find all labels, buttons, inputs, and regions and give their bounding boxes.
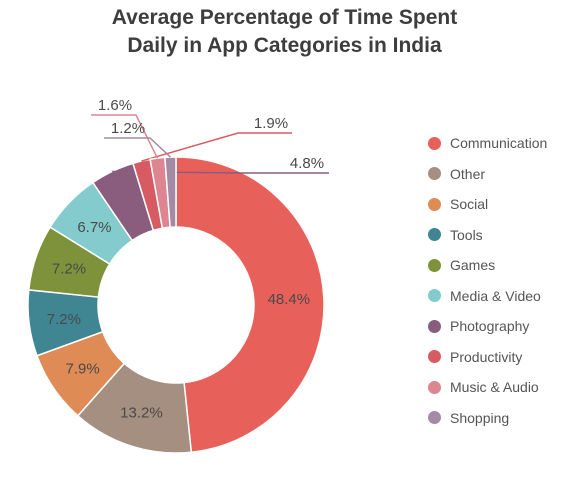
legend-label-social: Social: [450, 196, 489, 213]
data-label-media-video: 6.7%: [77, 219, 111, 236]
legend-swatch-games: [428, 258, 441, 272]
data-label-photography: 4.8%: [290, 155, 324, 172]
legend-label-tools: Tools: [450, 226, 483, 243]
legend-swatch-other: [428, 167, 441, 181]
chart-title-line-1: Average Percentage of Time Spent: [111, 6, 458, 29]
data-label-communication: 48.4%: [268, 291, 311, 308]
legend-item-tools: Tools: [428, 220, 547, 251]
legend-item-communication: Communication: [428, 128, 547, 159]
legend-label-music-audio: Music & Audio: [450, 379, 539, 396]
legend-swatch-tools: [428, 228, 441, 242]
legend-label-photography: Photography: [450, 318, 530, 335]
legend-swatch-photography: [428, 319, 441, 333]
legend-label-games: Games: [450, 257, 496, 274]
legend-item-games: Games: [428, 250, 547, 281]
data-label-shopping: 1.2%: [111, 120, 145, 137]
legend-item-shopping: Shopping: [428, 403, 547, 434]
leader-line-productivity: [141, 132, 292, 162]
data-label-music-audio: 1.6%: [98, 97, 132, 114]
legend-swatch-communication: [428, 136, 441, 150]
data-label-games: 7.2%: [52, 261, 86, 278]
legend-item-productivity: Productivity: [428, 342, 547, 373]
chart-title-line-2: Daily in App Categories in India: [127, 34, 442, 57]
leader-line-music-audio: [91, 114, 159, 159]
legend-swatch-music-audio: [428, 380, 441, 394]
legend-item-music-audio: Music & Audio: [428, 372, 547, 403]
legend-item-social: Social: [428, 189, 547, 220]
legend: Communication Other Social Tools Games Media …: [428, 128, 547, 433]
legend-swatch-productivity: [428, 350, 441, 364]
donut-slice-shopping: [164, 156, 177, 229]
chart-title: Average Percentage of Time Spent Daily i…: [0, 4, 569, 60]
legend-swatch-media-video: [428, 289, 441, 303]
data-label-productivity: 1.9%: [254, 115, 288, 132]
data-label-other: 13.2%: [120, 405, 163, 422]
legend-label-media-video: Media & Video: [450, 287, 541, 304]
legend-item-media-video: Media & Video: [428, 281, 547, 312]
data-label-social: 7.9%: [65, 361, 99, 378]
legend-item-photography: Photography: [428, 311, 547, 342]
data-label-tools: 7.2%: [47, 311, 81, 328]
legend-item-other: Other: [428, 159, 547, 190]
leader-line-shopping: [104, 137, 171, 158]
legend-swatch-shopping: [428, 411, 441, 425]
legend-label-other: Other: [450, 165, 486, 182]
legend-label-productivity: Productivity: [450, 348, 523, 365]
legend-label-communication: Communication: [450, 135, 548, 152]
donut-slice-communication: [175, 156, 325, 454]
legend-label-shopping: Shopping: [450, 409, 510, 426]
legend-swatch-social: [428, 197, 441, 211]
